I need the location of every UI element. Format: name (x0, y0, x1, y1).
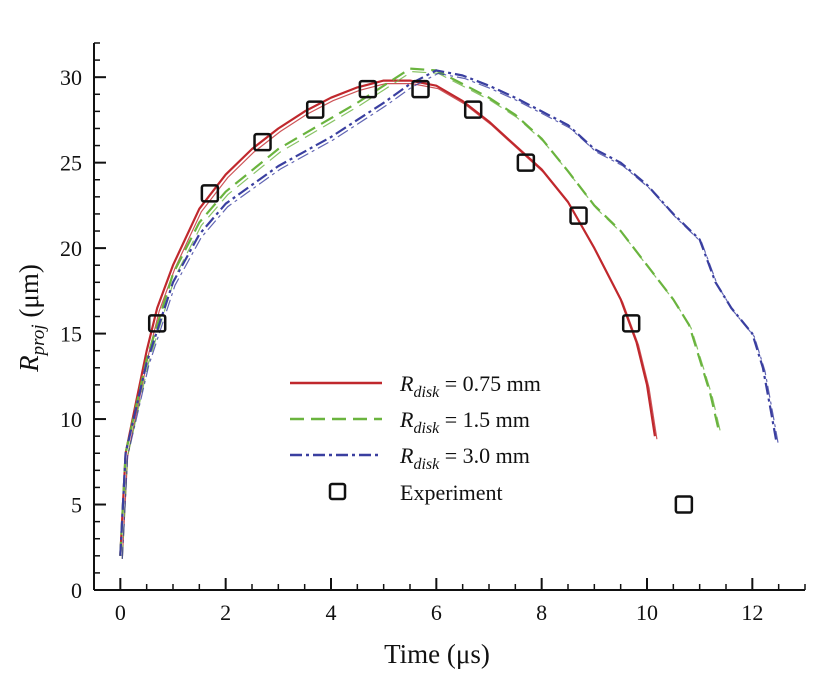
experiment-marker (463, 100, 483, 119)
experiment-marker (411, 79, 430, 99)
series-line-0 (119, 79, 656, 556)
y-tick-label: 10 (60, 407, 82, 432)
series-line-1 (119, 67, 720, 556)
y-tick-label: 20 (60, 236, 82, 261)
x-tick-label: 0 (115, 600, 126, 625)
experiment-marker (253, 132, 272, 152)
legend-label: Rdisk = 1.5 mm (399, 407, 530, 437)
legend-label: Rdisk = 3.0 mm (399, 443, 530, 473)
y-axis-label-sub: proj (28, 324, 49, 357)
x-tick-label: 2 (220, 600, 231, 625)
y-axis-label: Rproj (μm) (14, 264, 49, 373)
experiment-marker (569, 206, 588, 225)
experiment-marker (674, 495, 694, 514)
experiment-marker (358, 79, 378, 99)
x-tick-label: 10 (636, 600, 658, 625)
x-axis-label: Time (μs) (384, 639, 490, 669)
experiment-marker (305, 100, 325, 119)
experiment-marker (200, 184, 220, 203)
x-tick-label: 12 (741, 600, 763, 625)
y-tick-label: 30 (60, 65, 82, 90)
x-tick-label: 6 (431, 600, 442, 625)
legend: Rdisk = 0.75 mm Rdisk = 1.5 mm Rdisk = 3.0… (290, 371, 541, 505)
y-tick-label: 0 (71, 578, 82, 603)
series-line-secondary-0 (121, 83, 658, 559)
axes: 0 5 10 15 20 25 30 0 2 4 6 8 10 12 (60, 42, 806, 625)
y-axis-label-main: R (14, 355, 44, 373)
series-group (119, 67, 779, 559)
y-tick-label: 5 (71, 493, 82, 518)
y-axis-label-unit: (μm) (14, 264, 44, 324)
y-tick-label: 25 (60, 151, 82, 176)
series-line-secondary-1 (121, 70, 721, 559)
series-line-2 (119, 69, 778, 556)
legend-label: Experiment (400, 480, 503, 505)
experiment-marker (147, 314, 167, 333)
x-tick-label: 4 (326, 600, 337, 625)
y-tick-label: 15 (60, 322, 82, 347)
legend-marker-experiment (328, 482, 347, 501)
experiment-marker (516, 153, 536, 172)
experiment-marker (621, 314, 641, 333)
x-tick-label: 8 (536, 600, 547, 625)
legend-label: Rdisk = 0.75 mm (399, 371, 541, 401)
series-line-secondary-2 (121, 72, 779, 559)
